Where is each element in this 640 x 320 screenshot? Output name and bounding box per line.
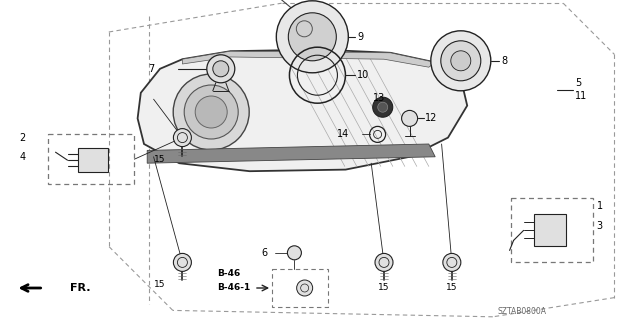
Polygon shape [182,51,435,67]
Circle shape [173,129,191,147]
Circle shape [173,253,191,271]
Circle shape [443,253,461,271]
Text: 7: 7 [148,64,155,74]
Circle shape [173,74,249,150]
Text: 2: 2 [19,132,26,143]
Circle shape [375,253,393,271]
Text: SZTAB0800A: SZTAB0800A [498,308,547,316]
Text: 5: 5 [575,78,581,88]
Text: 3: 3 [596,220,603,231]
Text: 14: 14 [337,129,349,140]
Text: B-46-1: B-46-1 [218,284,251,292]
Text: 15: 15 [446,284,458,292]
Circle shape [297,280,313,296]
Circle shape [372,97,393,117]
Circle shape [276,1,348,73]
Circle shape [378,102,388,112]
Polygon shape [534,214,566,246]
Text: 9: 9 [357,32,364,42]
Circle shape [207,55,235,83]
Polygon shape [138,50,467,171]
Circle shape [431,31,491,91]
Text: 4: 4 [19,152,26,162]
Circle shape [287,246,301,260]
Circle shape [195,96,227,128]
Text: 15: 15 [154,280,166,289]
Circle shape [451,51,471,71]
Text: 13: 13 [373,92,385,103]
Text: 12: 12 [425,113,437,124]
Text: 15: 15 [378,284,390,292]
Text: 15: 15 [154,156,166,164]
Polygon shape [147,144,435,163]
Text: 10: 10 [357,70,369,80]
Text: 1: 1 [596,201,603,212]
Text: B-46: B-46 [218,269,241,278]
Circle shape [402,110,418,126]
Circle shape [184,85,238,139]
Text: FR.: FR. [70,283,91,293]
Polygon shape [77,148,108,172]
Circle shape [288,13,337,61]
Text: 6: 6 [261,248,268,258]
Text: 11: 11 [575,91,587,101]
Circle shape [441,41,481,81]
Text: 8: 8 [501,56,508,66]
Circle shape [212,61,229,77]
